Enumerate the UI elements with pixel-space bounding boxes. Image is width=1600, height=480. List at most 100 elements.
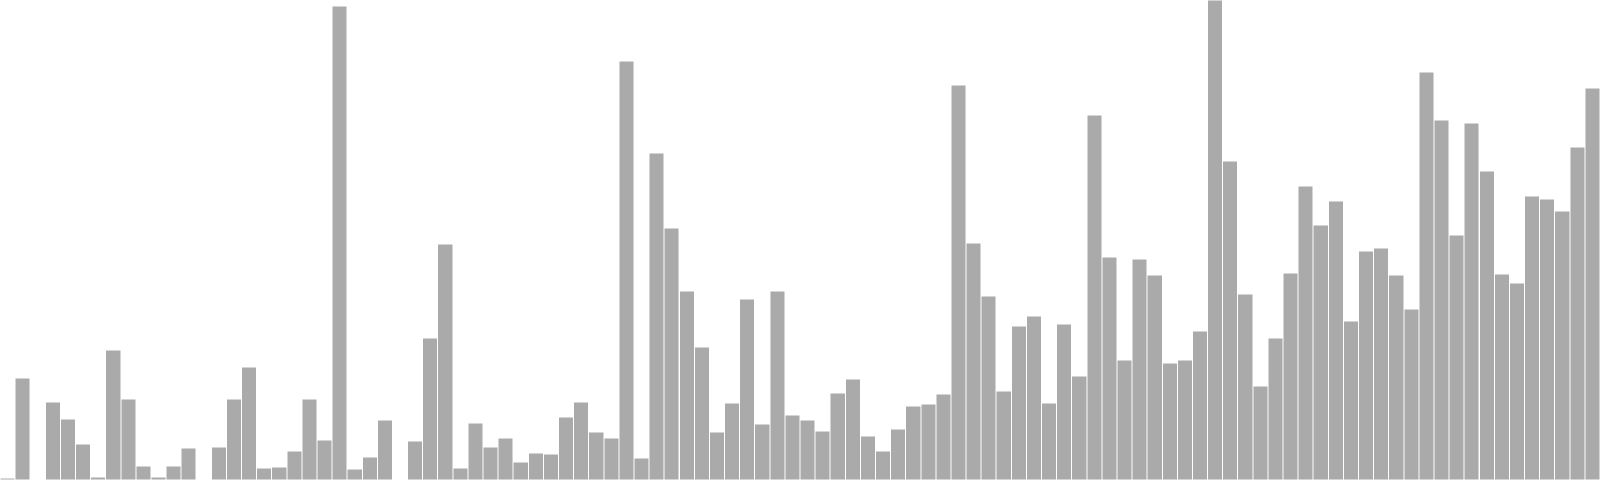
bar-26 bbox=[376, 419, 393, 480]
bar-36 bbox=[527, 452, 544, 480]
bar-4 bbox=[44, 401, 61, 480]
bar-74 bbox=[1101, 256, 1118, 480]
bar-23 bbox=[331, 5, 348, 480]
bar-93 bbox=[1388, 274, 1405, 480]
bar-79 bbox=[1176, 359, 1193, 480]
bar-59 bbox=[874, 450, 892, 480]
bar-55 bbox=[814, 430, 831, 480]
bar-60 bbox=[890, 428, 907, 480]
bar-20 bbox=[286, 450, 303, 480]
bar-71 bbox=[1056, 323, 1073, 480]
bar-75 bbox=[1116, 359, 1133, 480]
bar-94 bbox=[1403, 308, 1420, 480]
bar-49 bbox=[724, 402, 741, 480]
bar-63 bbox=[935, 393, 952, 480]
bar-72 bbox=[1071, 375, 1088, 480]
bar-54 bbox=[799, 419, 816, 480]
bar-53 bbox=[784, 414, 801, 480]
bar-102 bbox=[1524, 195, 1541, 480]
bar-76 bbox=[1131, 258, 1148, 480]
bar-92 bbox=[1373, 247, 1390, 480]
bar-85 bbox=[1267, 337, 1284, 480]
bar-29 bbox=[422, 337, 439, 480]
bar-62 bbox=[920, 403, 937, 480]
bar-81 bbox=[1207, 0, 1224, 480]
bar-43 bbox=[633, 457, 650, 480]
bar-96 bbox=[1433, 119, 1450, 480]
bar-46 bbox=[678, 290, 695, 480]
bar-83 bbox=[1237, 293, 1254, 480]
bar-13 bbox=[180, 447, 197, 480]
bar-38 bbox=[557, 416, 575, 480]
bar-47 bbox=[693, 346, 710, 480]
bar-16 bbox=[225, 398, 243, 480]
bar-95 bbox=[1418, 71, 1435, 480]
bar-22 bbox=[316, 439, 333, 480]
bar-18 bbox=[256, 467, 273, 480]
bar-41 bbox=[603, 437, 620, 480]
bar-39 bbox=[573, 401, 590, 480]
bar-19 bbox=[271, 466, 288, 480]
bar-78 bbox=[1161, 362, 1178, 480]
bar-32 bbox=[467, 422, 484, 480]
bar-101 bbox=[1508, 282, 1526, 480]
bar-70 bbox=[1041, 402, 1058, 480]
bar-24 bbox=[346, 468, 363, 480]
bar-98 bbox=[1463, 122, 1480, 480]
bar-97 bbox=[1448, 234, 1465, 480]
bar-33 bbox=[482, 446, 499, 480]
bar-89 bbox=[1327, 200, 1344, 480]
bar-61 bbox=[905, 405, 922, 480]
bar-87 bbox=[1297, 185, 1314, 480]
bar-52 bbox=[769, 290, 786, 480]
bar-48 bbox=[708, 431, 726, 480]
bar-104 bbox=[1554, 210, 1571, 480]
bar-99 bbox=[1478, 170, 1495, 480]
bar-30 bbox=[437, 243, 454, 480]
bar-66 bbox=[980, 295, 997, 480]
bar-42 bbox=[618, 60, 635, 480]
bar-67 bbox=[995, 390, 1012, 480]
bar-106 bbox=[1584, 87, 1600, 480]
bar-37 bbox=[542, 453, 559, 480]
bar-17 bbox=[241, 366, 258, 480]
bar-9 bbox=[120, 398, 137, 480]
bar-35 bbox=[512, 461, 529, 480]
bar-100 bbox=[1493, 273, 1510, 480]
bar-73 bbox=[1086, 114, 1103, 480]
bar-105 bbox=[1569, 146, 1586, 480]
bar-21 bbox=[301, 398, 318, 480]
bar-88 bbox=[1312, 224, 1329, 480]
bar-2 bbox=[14, 377, 31, 480]
bar-8 bbox=[105, 349, 122, 480]
bar-25 bbox=[361, 456, 378, 480]
bar-84 bbox=[1252, 385, 1269, 480]
bar-68 bbox=[1010, 325, 1027, 480]
bar-64 bbox=[950, 84, 967, 480]
bar-77 bbox=[1146, 274, 1163, 480]
bar-12 bbox=[165, 465, 182, 480]
bar-31 bbox=[452, 467, 469, 480]
bar-56 bbox=[829, 392, 846, 480]
bar-51 bbox=[754, 423, 771, 480]
bar-103 bbox=[1539, 198, 1556, 480]
bar-80 bbox=[1191, 330, 1209, 480]
bar-69 bbox=[1025, 315, 1043, 480]
bar-90 bbox=[1342, 320, 1359, 480]
bar-50 bbox=[739, 298, 756, 480]
bar-91 bbox=[1357, 250, 1375, 480]
bar-44 bbox=[648, 152, 665, 480]
bar-45 bbox=[663, 227, 680, 480]
bar-82 bbox=[1222, 160, 1239, 480]
bar-10 bbox=[135, 465, 152, 480]
bar-86 bbox=[1282, 272, 1299, 480]
bar-28 bbox=[407, 440, 424, 480]
bar-65 bbox=[965, 242, 982, 480]
bar-6 bbox=[74, 443, 92, 480]
bar-57 bbox=[844, 378, 861, 480]
bar-58 bbox=[859, 435, 876, 480]
bar-34 bbox=[497, 437, 514, 480]
bar-40 bbox=[588, 431, 605, 480]
